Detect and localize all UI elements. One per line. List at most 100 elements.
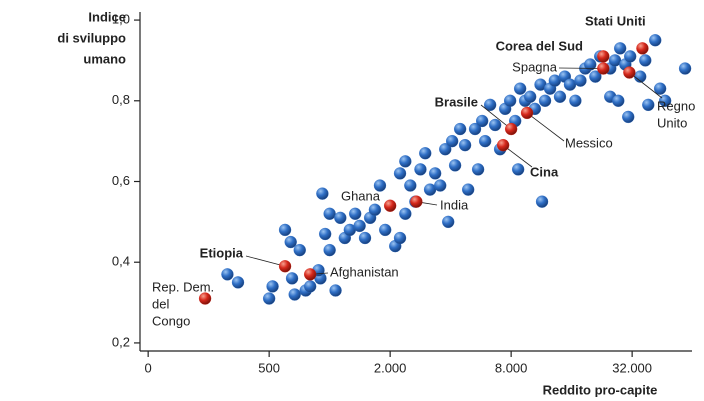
- highlight-point: [278, 260, 292, 273]
- point: [358, 231, 372, 245]
- point: [221, 268, 234, 281]
- y-axis-title: di sviluppo: [57, 30, 126, 45]
- point: [349, 207, 362, 220]
- highlight-point: [520, 106, 534, 120]
- point: [589, 70, 602, 83]
- point: [442, 215, 455, 229]
- y-tick-label: 0,2: [112, 334, 130, 349]
- point: [414, 163, 427, 176]
- point: [639, 54, 652, 67]
- point: [569, 94, 582, 107]
- point-label: Rep. Dem.: [152, 279, 214, 294]
- point: [612, 94, 625, 107]
- point-label: India: [440, 197, 469, 212]
- x-tick-label: 2.000: [374, 360, 407, 375]
- highlight-point: [198, 292, 212, 305]
- point: [373, 179, 387, 192]
- point: [278, 223, 292, 237]
- point: [538, 94, 552, 107]
- point: [553, 90, 567, 103]
- point: [446, 134, 459, 148]
- point: [678, 62, 692, 75]
- x-tick-label: 0: [145, 360, 152, 375]
- point: [476, 114, 489, 128]
- point: [524, 90, 537, 103]
- point: [266, 280, 279, 293]
- x-tick-label: 8.000: [495, 360, 528, 375]
- highlight-point: [597, 50, 610, 63]
- point: [319, 227, 332, 241]
- point: [399, 207, 412, 220]
- point: [504, 94, 517, 107]
- highlight-point: [597, 62, 610, 75]
- leader-line: [558, 67, 604, 69]
- point-label: del: [152, 296, 169, 311]
- point: [512, 163, 525, 176]
- point-label: Brasile: [435, 94, 478, 109]
- leader-line: [526, 112, 565, 142]
- point-label: Afghanistan: [330, 264, 399, 279]
- point: [399, 155, 412, 168]
- point: [574, 74, 587, 87]
- point: [316, 187, 329, 200]
- point: [468, 122, 482, 136]
- point: [429, 167, 442, 180]
- point-label: Regno: [657, 98, 695, 113]
- x-tick-label: 500: [258, 360, 280, 375]
- point: [471, 163, 485, 176]
- point-label: Congo: [152, 313, 190, 328]
- point: [584, 58, 597, 71]
- highlight-point: [504, 122, 518, 136]
- point: [448, 159, 462, 172]
- point: [624, 50, 637, 63]
- highlight-point: [304, 268, 317, 281]
- point: [535, 195, 549, 208]
- point: [462, 183, 475, 196]
- point-label: Messico: [565, 135, 613, 150]
- point: [649, 34, 662, 47]
- y-axis-title: Indice: [88, 9, 126, 24]
- point: [488, 118, 502, 132]
- point: [353, 219, 366, 233]
- point: [563, 78, 577, 91]
- point: [293, 243, 306, 257]
- point: [393, 167, 407, 180]
- point-label: Ghana: [341, 188, 381, 203]
- point: [368, 203, 382, 216]
- y-axis-title: umano: [83, 51, 126, 66]
- point: [484, 98, 497, 111]
- point: [231, 276, 245, 289]
- point: [434, 179, 447, 192]
- point: [329, 284, 342, 297]
- point: [334, 211, 347, 224]
- point: [323, 207, 336, 220]
- highlight-point: [383, 199, 397, 212]
- y-tick-label: 1,0: [112, 12, 130, 27]
- x-axis-title: Reddito pro-capite: [543, 382, 658, 397]
- highlight-point: [636, 42, 649, 55]
- point-label: Etiopia: [200, 245, 244, 260]
- point: [458, 139, 472, 152]
- point: [263, 292, 276, 305]
- point-label: Stati Uniti: [585, 13, 646, 28]
- point-label: Spagna: [512, 59, 558, 74]
- point: [304, 280, 317, 293]
- point: [622, 110, 635, 124]
- leader-line: [629, 72, 663, 99]
- point: [379, 223, 392, 237]
- leader-line: [245, 255, 286, 267]
- x-tick-label: 32.000: [612, 360, 652, 375]
- point-label: Unito: [657, 115, 687, 130]
- point: [285, 272, 299, 285]
- point: [288, 288, 301, 301]
- point: [453, 122, 467, 136]
- highlight-point: [496, 139, 510, 152]
- y-tick-label: 0,4: [112, 254, 130, 269]
- point: [419, 147, 432, 160]
- point-label: Corea del Sud: [496, 38, 583, 53]
- point: [642, 98, 655, 111]
- point: [393, 231, 407, 245]
- point-label: Cina: [530, 164, 559, 179]
- leader-line: [480, 104, 512, 130]
